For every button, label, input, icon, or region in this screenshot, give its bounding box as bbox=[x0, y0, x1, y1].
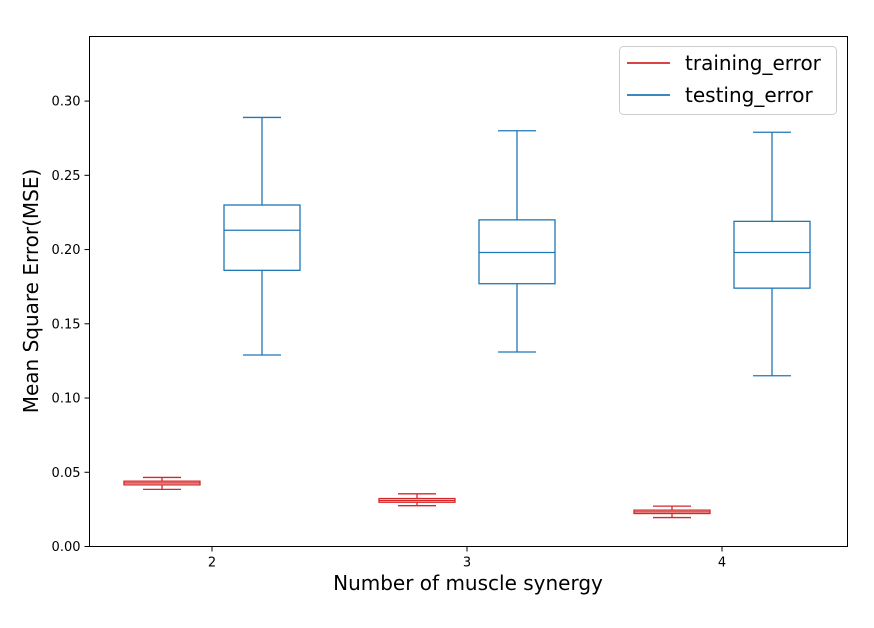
legend-box bbox=[619, 46, 837, 115]
x-tick-label: 2 bbox=[208, 556, 216, 571]
legend-label-training: training_error bbox=[685, 51, 822, 75]
y-tick-label: 0.25 bbox=[52, 169, 81, 184]
y-tick-label: 0.05 bbox=[52, 466, 81, 481]
box-body bbox=[478, 219, 556, 285]
x-tick-label: 4 bbox=[718, 556, 726, 571]
box-testing_error-4 bbox=[733, 131, 811, 377]
box-training_error-2 bbox=[123, 476, 201, 490]
box-body bbox=[733, 220, 811, 289]
box-training_error-3 bbox=[378, 493, 456, 507]
box-series bbox=[123, 116, 811, 519]
y-axis-title: Mean Square Error(MSE) bbox=[19, 169, 43, 414]
box-training_error-4 bbox=[633, 505, 711, 519]
y-tick-label: 0.20 bbox=[52, 243, 81, 258]
x-tick-label: 3 bbox=[463, 556, 471, 571]
y-tick-label: 0.00 bbox=[52, 540, 81, 555]
legend-label-testing: testing_error bbox=[685, 83, 814, 107]
plot-area bbox=[89, 36, 848, 547]
x-axis-title: Number of muscle synergy bbox=[333, 571, 603, 595]
y-tick-label: 0.30 bbox=[52, 95, 81, 110]
y-tick-label: 0.15 bbox=[52, 317, 81, 332]
y-tick-label: 0.10 bbox=[52, 392, 81, 407]
legend: training_error testing_error bbox=[619, 46, 837, 115]
box-testing_error-2 bbox=[223, 116, 301, 356]
y-axis: 0.00 0.05 0.10 0.15 0.20 0.25 0.30 bbox=[52, 95, 90, 555]
box-testing_error-3 bbox=[478, 130, 556, 353]
box-body bbox=[223, 204, 301, 271]
x-axis: 2 3 4 bbox=[208, 546, 726, 571]
